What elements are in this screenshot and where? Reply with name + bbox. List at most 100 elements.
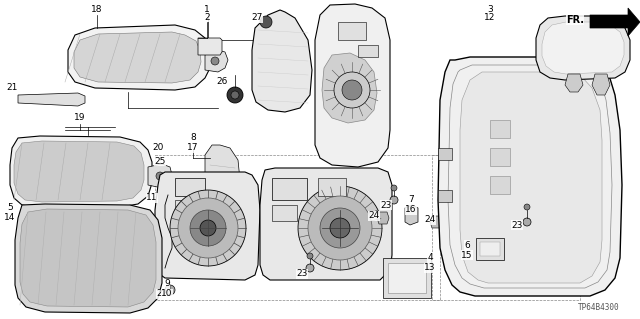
Polygon shape bbox=[20, 209, 156, 307]
Circle shape bbox=[524, 204, 530, 210]
Text: 2: 2 bbox=[204, 12, 210, 21]
Bar bbox=[272, 178, 307, 200]
Polygon shape bbox=[155, 172, 260, 280]
Polygon shape bbox=[405, 205, 418, 225]
Text: 5: 5 bbox=[7, 203, 13, 211]
Bar bbox=[155, 155, 440, 300]
Polygon shape bbox=[252, 10, 312, 112]
Polygon shape bbox=[542, 22, 624, 74]
Text: 17: 17 bbox=[188, 144, 199, 152]
Circle shape bbox=[334, 72, 370, 108]
Text: 23: 23 bbox=[380, 201, 392, 210]
Text: 21: 21 bbox=[6, 84, 18, 93]
Text: 18: 18 bbox=[92, 4, 103, 13]
Bar bbox=[272, 205, 297, 221]
Text: 1: 1 bbox=[204, 4, 210, 13]
Text: 26: 26 bbox=[216, 78, 228, 86]
Polygon shape bbox=[460, 72, 602, 283]
Polygon shape bbox=[315, 4, 390, 167]
Polygon shape bbox=[15, 204, 162, 313]
Circle shape bbox=[308, 196, 372, 260]
Circle shape bbox=[260, 16, 272, 28]
Polygon shape bbox=[536, 16, 630, 80]
Bar bbox=[175, 178, 205, 196]
Bar bbox=[175, 200, 197, 214]
Circle shape bbox=[231, 91, 239, 99]
Text: 22: 22 bbox=[156, 290, 168, 299]
Polygon shape bbox=[170, 190, 246, 266]
Polygon shape bbox=[592, 74, 610, 95]
Bar bbox=[383, 258, 431, 298]
Polygon shape bbox=[18, 93, 85, 106]
Polygon shape bbox=[430, 216, 442, 228]
Bar bbox=[338, 22, 366, 40]
Circle shape bbox=[178, 198, 238, 258]
Bar bbox=[318, 178, 346, 196]
Text: 19: 19 bbox=[74, 114, 86, 122]
Polygon shape bbox=[205, 50, 228, 72]
Text: 13: 13 bbox=[424, 263, 436, 272]
Circle shape bbox=[190, 210, 226, 246]
Polygon shape bbox=[74, 32, 201, 83]
Circle shape bbox=[227, 87, 243, 103]
Bar bbox=[490, 120, 510, 138]
Circle shape bbox=[523, 218, 531, 226]
Circle shape bbox=[390, 196, 398, 204]
Circle shape bbox=[320, 208, 360, 248]
Bar bbox=[480, 242, 500, 256]
Text: 3: 3 bbox=[487, 4, 493, 13]
Text: 16: 16 bbox=[405, 205, 417, 214]
Circle shape bbox=[165, 285, 175, 295]
Text: 27: 27 bbox=[252, 13, 262, 23]
Text: 24: 24 bbox=[424, 216, 436, 225]
Polygon shape bbox=[14, 141, 144, 202]
Polygon shape bbox=[68, 25, 210, 90]
Circle shape bbox=[391, 185, 397, 191]
Circle shape bbox=[524, 207, 530, 213]
Text: 23: 23 bbox=[296, 270, 308, 278]
Polygon shape bbox=[377, 212, 389, 224]
Polygon shape bbox=[565, 74, 583, 92]
Bar bbox=[432, 155, 580, 300]
Polygon shape bbox=[10, 136, 152, 208]
Bar bbox=[388, 263, 426, 293]
Text: TP64B4300: TP64B4300 bbox=[579, 303, 620, 313]
Circle shape bbox=[307, 253, 313, 259]
Polygon shape bbox=[198, 38, 222, 55]
Text: 4: 4 bbox=[427, 254, 433, 263]
Text: 25: 25 bbox=[154, 157, 166, 166]
Polygon shape bbox=[148, 164, 172, 188]
Text: 14: 14 bbox=[4, 212, 16, 221]
Bar bbox=[490, 176, 510, 194]
Bar bbox=[438, 190, 452, 202]
Circle shape bbox=[156, 172, 164, 180]
Text: 8: 8 bbox=[190, 133, 196, 143]
Text: 23: 23 bbox=[511, 220, 523, 229]
Circle shape bbox=[330, 218, 350, 238]
Polygon shape bbox=[438, 57, 622, 296]
Bar bbox=[490, 148, 510, 166]
Text: 20: 20 bbox=[152, 144, 164, 152]
Text: 10: 10 bbox=[161, 290, 173, 299]
Text: FR.: FR. bbox=[566, 15, 584, 25]
Bar bbox=[476, 238, 504, 260]
Text: 12: 12 bbox=[484, 12, 496, 21]
Circle shape bbox=[200, 220, 216, 236]
Polygon shape bbox=[260, 168, 392, 280]
Text: 24: 24 bbox=[369, 211, 380, 220]
Polygon shape bbox=[205, 145, 240, 200]
Text: 11: 11 bbox=[147, 194, 157, 203]
Bar bbox=[438, 148, 452, 160]
Circle shape bbox=[306, 264, 314, 272]
Polygon shape bbox=[590, 8, 640, 36]
Text: 15: 15 bbox=[461, 250, 473, 259]
Circle shape bbox=[211, 57, 219, 65]
Bar bbox=[358, 45, 378, 57]
Text: 7: 7 bbox=[408, 196, 414, 204]
Circle shape bbox=[523, 218, 531, 226]
Text: 6: 6 bbox=[464, 241, 470, 249]
Polygon shape bbox=[298, 186, 382, 270]
Polygon shape bbox=[322, 53, 377, 123]
Text: 9: 9 bbox=[164, 279, 170, 288]
Circle shape bbox=[342, 80, 362, 100]
